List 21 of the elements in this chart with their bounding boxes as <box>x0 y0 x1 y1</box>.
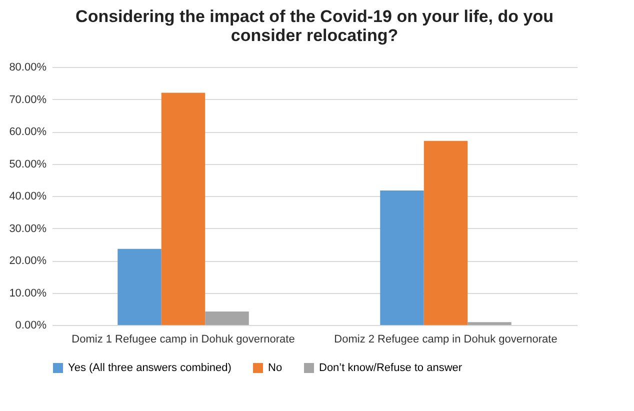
x-tick-label: Domiz 2 Refugee camp in Dohuk governorate <box>334 334 558 346</box>
bar <box>380 190 424 325</box>
bar <box>468 322 512 325</box>
bar <box>424 140 468 325</box>
bar <box>118 248 162 325</box>
y-tick-label: 40.00% <box>9 190 47 202</box>
y-tick-label: 30.00% <box>9 222 47 235</box>
y-tick-label: 70.00% <box>9 94 47 106</box>
y-tick-label: 10.00% <box>9 287 47 300</box>
legend-label: Don’t know/Refuse to answer <box>319 362 462 374</box>
y-tick-label: 0.00% <box>15 320 47 332</box>
chart-title: Considering the impact of the Covid-19 on your life, do you consider relocating? <box>76 7 554 45</box>
legend-label: Yes (All three answers combined) <box>68 362 232 374</box>
y-tick-label: 80.00% <box>9 62 47 74</box>
y-tick-label: 50.00% <box>9 158 47 170</box>
bar <box>161 92 206 325</box>
legend-label: No <box>268 362 282 374</box>
x-tick-label: Domiz 1 Refugee camp in Dohuk governorate <box>72 334 295 346</box>
bar <box>205 311 249 325</box>
y-tick-label: 20.00% <box>9 255 47 267</box>
y-tick-label: 60.00% <box>9 126 47 138</box>
